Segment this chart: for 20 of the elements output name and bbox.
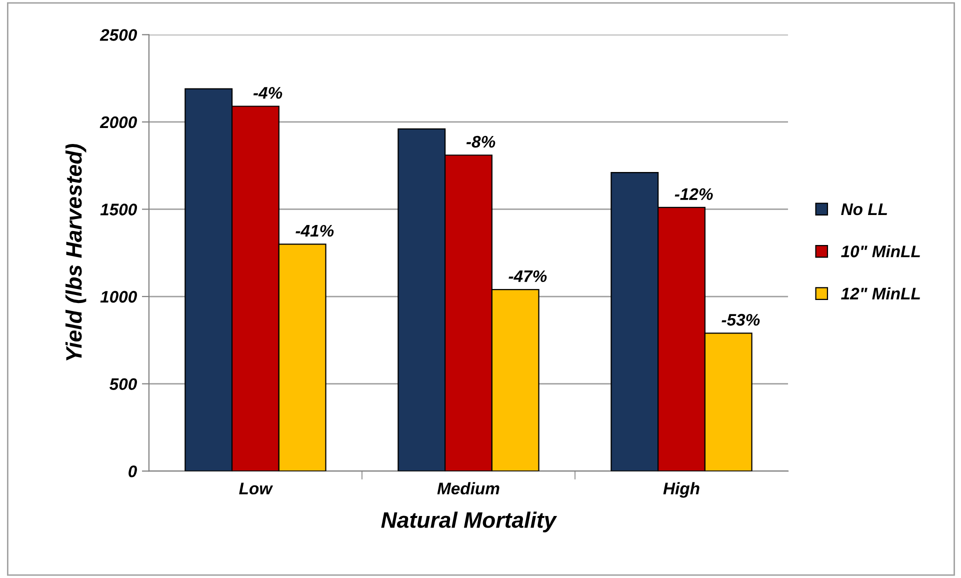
x-axis-title: Natural Mortality: [381, 512, 558, 532]
y-tick-label: 2500: [100, 29, 137, 41]
y-tick-label: 500: [110, 378, 137, 390]
legend-label: 12" MinLL: [841, 287, 920, 300]
x-tick-label: Low: [239, 482, 274, 494]
y-tick-label: 2000: [100, 116, 137, 128]
legend-label: No LL: [841, 204, 888, 216]
y-tick-label: 0: [128, 465, 137, 478]
annotation: -4%: [253, 87, 282, 99]
y-axis-title: Yield (lbs Harvested): [65, 144, 86, 360]
annotation: -8%: [466, 136, 496, 148]
y-tick-label: 1500: [100, 204, 137, 216]
y-tick-label: 1000: [100, 290, 137, 303]
x-tick-label: Medium: [437, 482, 500, 494]
annotation: -12%: [674, 188, 713, 200]
legend-label: 10" MinLL: [841, 245, 920, 258]
annotation: -53%: [722, 314, 760, 326]
x-tick-label: High: [663, 482, 700, 498]
annotation: -41%: [296, 224, 334, 237]
annotation: -47%: [508, 270, 547, 282]
